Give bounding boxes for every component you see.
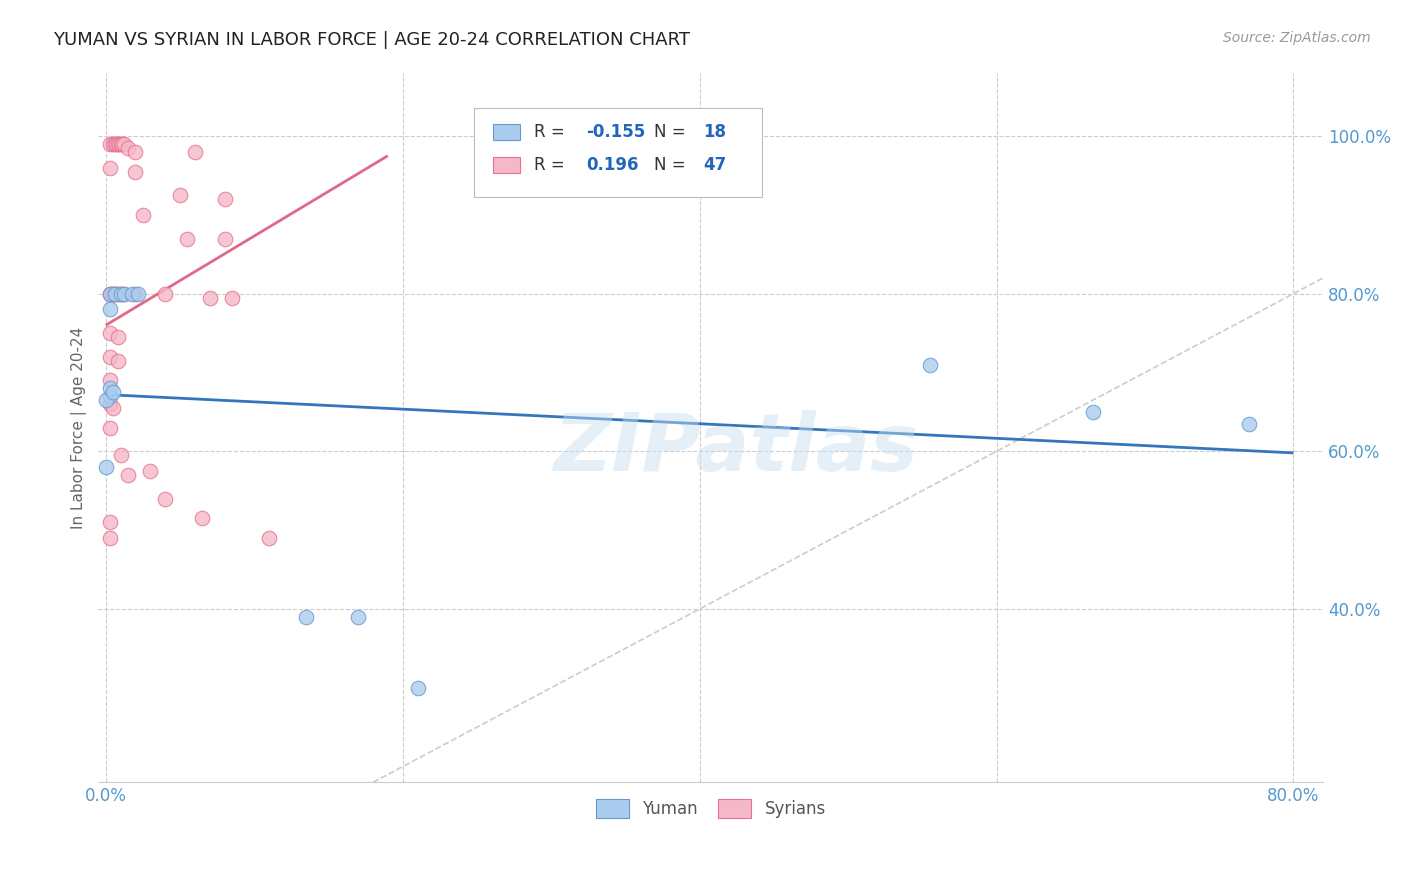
Point	[124, 286, 146, 301]
Point	[98, 286, 121, 301]
Legend: Yuman, Syrians: Yuman, Syrians	[589, 792, 832, 825]
Point	[191, 511, 214, 525]
Text: R =: R =	[534, 123, 571, 141]
Point	[184, 145, 207, 159]
Point	[121, 286, 143, 301]
Point	[94, 393, 117, 408]
Point	[176, 231, 198, 245]
FancyBboxPatch shape	[492, 157, 520, 173]
Point	[257, 531, 280, 545]
Point	[98, 326, 121, 340]
Point	[918, 358, 941, 372]
Point	[103, 286, 125, 301]
Text: 0.196: 0.196	[586, 156, 638, 174]
FancyBboxPatch shape	[474, 109, 762, 197]
Point	[108, 136, 131, 151]
Y-axis label: In Labor Force | Age 20-24: In Labor Force | Age 20-24	[72, 326, 87, 529]
Point	[214, 231, 236, 245]
Point	[107, 353, 129, 368]
Point	[98, 515, 121, 529]
Point	[98, 302, 121, 317]
Point	[117, 141, 139, 155]
Point	[98, 420, 121, 434]
Point	[103, 401, 125, 415]
Point	[110, 286, 132, 301]
Point	[124, 164, 146, 178]
Point	[198, 291, 221, 305]
Point	[347, 610, 370, 624]
Point	[98, 161, 121, 175]
Point	[98, 397, 121, 411]
FancyBboxPatch shape	[492, 124, 520, 140]
Point	[100, 286, 122, 301]
Text: ZIPatlas: ZIPatlas	[553, 410, 918, 488]
Point	[98, 381, 121, 395]
Point	[111, 136, 134, 151]
Text: N =: N =	[654, 156, 692, 174]
Point	[153, 491, 176, 506]
Point	[107, 136, 129, 151]
Point	[112, 286, 135, 301]
Text: 18: 18	[703, 123, 727, 141]
Text: YUMAN VS SYRIAN IN LABOR FORCE | AGE 20-24 CORRELATION CHART: YUMAN VS SYRIAN IN LABOR FORCE | AGE 20-…	[53, 31, 690, 49]
Point	[169, 188, 191, 202]
Point	[110, 286, 132, 301]
Point	[104, 286, 127, 301]
Point	[221, 291, 243, 305]
Point	[98, 373, 121, 387]
Point	[110, 136, 132, 151]
Text: Source: ZipAtlas.com: Source: ZipAtlas.com	[1223, 31, 1371, 45]
Text: -0.155: -0.155	[586, 123, 645, 141]
Point	[107, 286, 129, 301]
Point	[105, 286, 128, 301]
Point	[112, 286, 135, 301]
Point	[98, 350, 121, 364]
Text: 47: 47	[703, 156, 727, 174]
Point	[98, 389, 121, 403]
Point	[98, 531, 121, 545]
Point	[127, 286, 149, 301]
Point	[103, 385, 125, 400]
Point	[98, 286, 121, 301]
Point	[107, 330, 129, 344]
Point	[1081, 405, 1104, 419]
Point	[214, 192, 236, 206]
Point	[295, 610, 318, 624]
Point	[153, 286, 176, 301]
Point	[112, 136, 135, 151]
Point	[124, 145, 146, 159]
Point	[104, 286, 127, 301]
Point	[103, 136, 125, 151]
Point	[117, 467, 139, 482]
Point	[105, 136, 128, 151]
Point	[94, 460, 117, 475]
Point	[98, 136, 121, 151]
Point	[406, 681, 429, 695]
Point	[139, 464, 162, 478]
Point	[110, 448, 132, 462]
Text: R =: R =	[534, 156, 571, 174]
Text: N =: N =	[654, 123, 692, 141]
Point	[1237, 417, 1260, 431]
Point	[104, 136, 127, 151]
Point	[132, 208, 155, 222]
